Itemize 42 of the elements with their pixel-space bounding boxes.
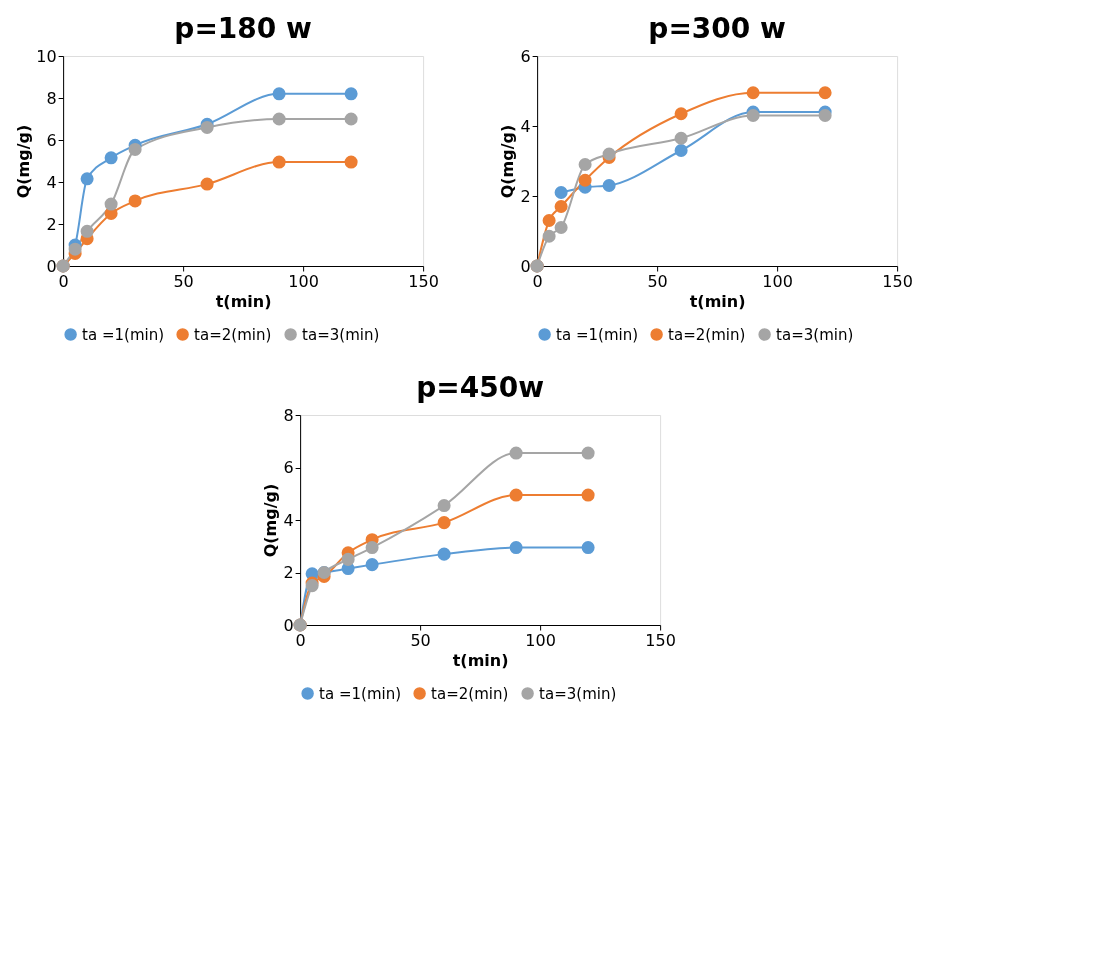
- chart-title: p=450w: [416, 371, 545, 404]
- y-tick-label: 4: [283, 510, 294, 530]
- legend-label: ta=2(min): [668, 325, 746, 344]
- chart-title: p=300 w: [648, 12, 786, 45]
- legend-label: ta=3(min): [776, 325, 854, 344]
- x-tick-label: 50: [173, 271, 194, 291]
- y-tick-label: 0: [520, 256, 531, 276]
- x-tick-label: 50: [410, 630, 431, 650]
- y-tick-label: 2: [520, 186, 531, 206]
- y-tick-label: 2: [283, 563, 294, 582]
- legend-label: ta=2(min): [431, 684, 509, 703]
- y-tick-label: 8: [46, 88, 57, 108]
- x-tick-label: 50: [647, 271, 668, 291]
- y-tick-label: 6: [46, 130, 57, 150]
- y-tick-label: 2: [46, 214, 57, 234]
- y-tick-label: 0: [283, 615, 294, 635]
- x-axis-title: t(min): [689, 291, 746, 311]
- y-tick-label: 6: [283, 458, 294, 477]
- legend-label: ta=3(min): [302, 325, 380, 344]
- y-tick-label: 6: [520, 46, 531, 66]
- legend-label: ta =1(min): [82, 325, 165, 344]
- x-tick-label: 100: [525, 630, 556, 650]
- y-axis-title: Q(mg/g): [498, 124, 518, 199]
- chart-title: p=180 w: [174, 12, 312, 45]
- x-tick-label: 100: [288, 271, 319, 291]
- y-tick-label: 10: [36, 46, 57, 66]
- legend-label: ta =1(min): [556, 325, 639, 344]
- y-tick-label: 4: [46, 172, 57, 192]
- x-axis-title: t(min): [215, 291, 272, 311]
- legend-label: ta =1(min): [319, 684, 402, 703]
- y-tick-label: 0: [46, 256, 57, 276]
- y-axis-title: Q(mg/g): [14, 124, 34, 199]
- x-tick-label: 150: [882, 271, 913, 291]
- legend-label: ta=3(min): [539, 684, 617, 703]
- legend-label: ta=2(min): [194, 325, 272, 344]
- x-tick-label: 100: [762, 271, 793, 291]
- x-tick-label: 150: [408, 271, 439, 291]
- y-axis-title: Q(mg/g): [261, 483, 281, 558]
- y-tick-label: 8: [283, 405, 294, 425]
- x-axis-title: t(min): [452, 650, 509, 670]
- x-tick-label: 150: [645, 630, 676, 650]
- y-tick-label: 4: [520, 116, 531, 136]
